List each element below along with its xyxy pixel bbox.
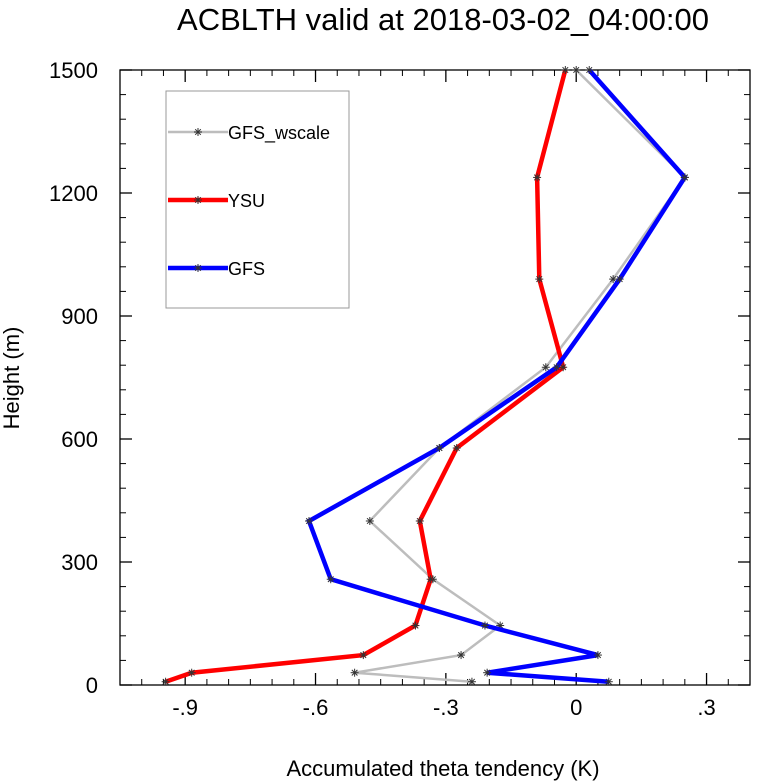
series-point <box>467 677 476 686</box>
legend-label: YSU <box>228 191 265 211</box>
y-axis-title: Height (m) <box>0 327 24 430</box>
y-tick-label: 300 <box>61 550 98 575</box>
series-point <box>326 575 335 584</box>
series-point <box>615 275 624 284</box>
axis-ticks: -.9 -.6 -.3 0 .3 0 300 600 900 1200 1500 <box>49 58 751 720</box>
series-point <box>572 66 581 74</box>
series-point <box>411 621 420 630</box>
series-point <box>593 651 602 660</box>
series-point <box>541 363 550 372</box>
legend-marker <box>194 196 202 204</box>
series-line-gfs-wscale <box>354 69 687 683</box>
series-point <box>305 517 313 525</box>
y-tick-label: 0 <box>86 673 98 698</box>
series-point <box>480 621 489 630</box>
series-point <box>483 668 492 677</box>
series-line-gfs <box>306 68 688 684</box>
series-point <box>359 651 368 660</box>
x-tick-label: -.6 <box>303 695 329 720</box>
series-point <box>187 668 196 677</box>
legend-marker <box>194 128 202 136</box>
x-tick-label: -.3 <box>433 695 459 720</box>
x-tick-label: .3 <box>697 695 715 720</box>
series-point <box>604 677 613 686</box>
y-tick-label: 1200 <box>49 181 98 206</box>
series-point <box>561 66 570 74</box>
plot-frame <box>119 69 751 686</box>
series-point <box>365 517 374 525</box>
legend-label: GFS_wscale <box>228 123 330 144</box>
series-point <box>350 668 359 677</box>
y-tick-label: 1500 <box>49 58 98 83</box>
series-point <box>533 173 542 182</box>
y-tick-label: 900 <box>61 304 98 329</box>
series-point <box>452 444 461 453</box>
series-point <box>680 173 689 182</box>
x-axis-title: Accumulated theta tendency (K) <box>286 756 599 781</box>
series-point <box>161 677 170 686</box>
legend: GFS_wscale YSU GFS <box>165 90 350 309</box>
series-point <box>426 575 435 584</box>
x-tick-label: 0 <box>570 695 582 720</box>
series-point <box>457 651 466 660</box>
x-tick-label: -.9 <box>172 695 198 720</box>
series-point <box>435 444 444 453</box>
series-layer <box>161 66 689 686</box>
y-tick-label: 600 <box>61 427 98 452</box>
series-point <box>535 275 544 284</box>
chart-title: ACBLTH valid at 2018-03-02_04:00:00 <box>177 2 709 37</box>
legend-label: GFS <box>228 259 265 279</box>
series-point <box>552 363 561 372</box>
legend-marker <box>194 264 202 272</box>
series-point <box>415 517 424 525</box>
series-point <box>585 66 594 74</box>
